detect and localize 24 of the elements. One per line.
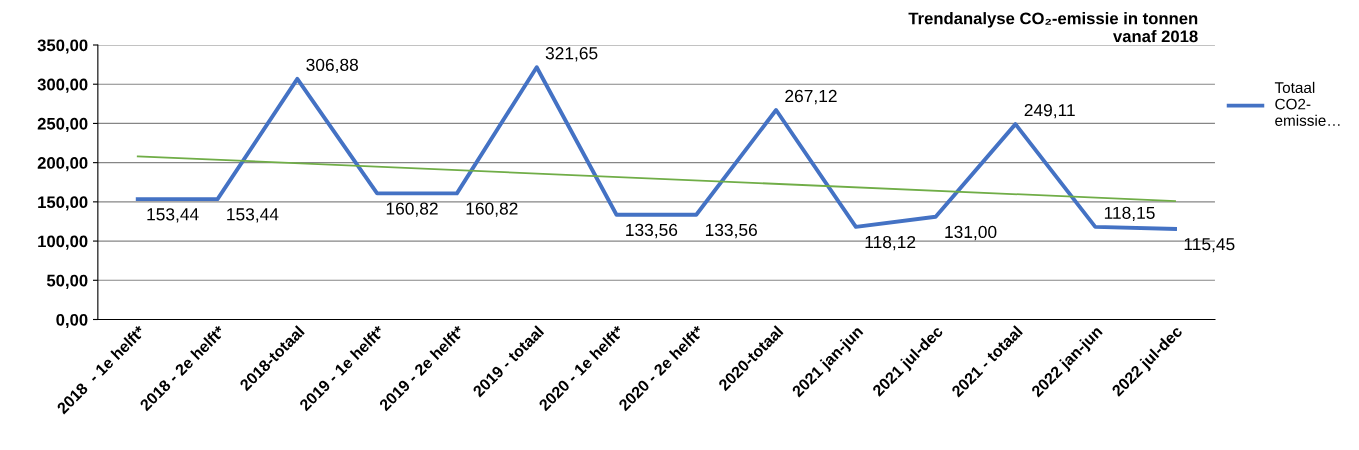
y-tick-label: 300,00	[37, 78, 88, 93]
data-label: 115,45	[1184, 238, 1235, 253]
legend-label: Totaal CO2- emissie…	[1274, 81, 1340, 126]
y-tick-label: 350,00	[37, 39, 88, 54]
data-label: 118,15	[1104, 206, 1155, 222]
data-label: 133,56	[626, 223, 678, 239]
data-label: 131,00	[945, 225, 997, 241]
data-label: 267,12	[785, 89, 837, 105]
y-tick-label: 0,00	[56, 313, 88, 329]
data-label: 249,11	[1024, 103, 1075, 119]
data-label: 133,56	[705, 223, 757, 239]
y-tick-label: 50,00	[46, 274, 88, 289]
data-label: 153,44	[227, 208, 279, 223]
data-label: 306,88	[306, 58, 359, 74]
data-label: 160,82	[466, 202, 518, 217]
y-tick-label: 100,00	[38, 235, 88, 250]
y-tick-label: 250,00	[37, 117, 88, 133]
data-label: 160,82	[386, 202, 438, 217]
data-label: 321,65	[545, 47, 598, 62]
data-label: 153,44	[147, 208, 199, 223]
data-label: 118,12	[865, 235, 916, 251]
chart-title: Trendanalyse CO₂-emissie in tonnen vanaf 2018	[908, 12, 1198, 43]
y-tick-label: 150,00	[38, 196, 88, 211]
y-tick-label: 200,00	[37, 157, 88, 172]
